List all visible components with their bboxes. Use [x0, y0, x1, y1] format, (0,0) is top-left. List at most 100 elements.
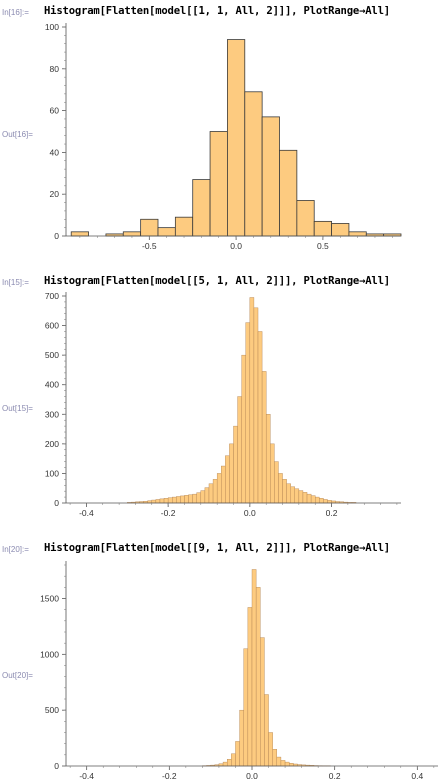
y-tick-label: 40 — [50, 147, 60, 157]
histogram-bar — [323, 499, 328, 504]
histogram-bar — [204, 487, 210, 504]
y-tick: 500 — [45, 705, 66, 715]
x-tick: 0.0 — [246, 766, 258, 781]
x-tick-label: 0.5 — [317, 241, 329, 251]
x-tick: -0.2 — [161, 503, 176, 518]
y-tick: 1000 — [40, 649, 66, 659]
input-code[interactable]: Histogram[Flatten[model[[1, 1, All, 2]]]… — [44, 5, 390, 17]
histogram-bar — [229, 443, 234, 504]
histogram-bar — [253, 307, 259, 504]
histogram-bar — [251, 569, 257, 767]
histogram-bar — [225, 455, 230, 504]
histogram-plot[interactable]: -0.5 0.0 0.5 0 20 40 60 80 100 — [0, 0, 441, 260]
histogram-bar — [278, 473, 283, 504]
histogram-bar — [155, 499, 161, 504]
histogram-bar — [163, 498, 169, 504]
histogram-bar — [239, 709, 244, 767]
histogram-bar — [255, 587, 261, 767]
y-tick: 500 — [45, 350, 66, 360]
input-code[interactable]: Histogram[Flatten[model[[9, 1, All, 2]]]… — [44, 542, 390, 554]
y-tick: 100 — [45, 468, 66, 478]
histogram-bar — [315, 496, 320, 504]
histogram-bar — [264, 694, 269, 767]
histogram-bar — [280, 760, 286, 767]
y-tick-label: 500 — [45, 350, 59, 360]
x-tick-label: -0.2 — [161, 508, 176, 518]
histogram-bar — [290, 486, 295, 504]
histogram-bar — [310, 495, 316, 504]
x-tick: 0.4 — [411, 766, 424, 781]
histogram-bar — [265, 414, 271, 504]
x-tick-label: 0.2 — [326, 508, 338, 518]
y-tick: 600 — [45, 321, 66, 331]
histogram-bar — [167, 497, 173, 504]
output-label: Out[16]= — [2, 130, 33, 139]
histogram-bar — [235, 741, 240, 767]
histogram-bar — [249, 297, 255, 504]
histogram-bar — [184, 495, 189, 504]
input-label: In[20]:= — [2, 545, 29, 554]
histogram-bar — [298, 490, 304, 504]
y-tick-label: 60 — [50, 106, 60, 116]
histogram-bar — [302, 492, 308, 504]
y-tick-label: 200 — [45, 439, 59, 449]
histogram-bar — [289, 763, 294, 767]
y-tick-label: 100 — [45, 468, 59, 478]
histogram-bar — [196, 492, 202, 504]
histogram-bar — [241, 354, 246, 504]
histogram-bar — [221, 465, 226, 504]
histogram-bar — [282, 479, 287, 504]
y-tick-label: 20 — [50, 189, 60, 199]
y-tick-label: 1500 — [40, 594, 59, 604]
histogram-bar — [237, 396, 242, 504]
output-label: Out[20]= — [2, 671, 33, 680]
histogram-bar — [151, 499, 157, 504]
histogram-bar — [216, 473, 222, 504]
histogram-bar — [188, 494, 193, 504]
histogram-bar — [180, 495, 185, 504]
x-tick: -0.4 — [79, 503, 94, 518]
y-tick: 700 — [45, 291, 66, 301]
x-tick-label: 0.0 — [244, 508, 256, 518]
y-tick-label: 100 — [45, 22, 59, 32]
histogram-bar — [286, 483, 291, 504]
x-tick-label: -0.4 — [79, 508, 94, 518]
y-tick-label: 600 — [45, 321, 59, 331]
y-tick-label: 500 — [45, 705, 59, 715]
histogram-bar — [247, 607, 253, 767]
histogram-bar — [222, 761, 228, 767]
output-label: Out[15]= — [2, 404, 33, 413]
histogram-bar — [200, 490, 206, 504]
histogram-bar — [243, 648, 249, 767]
y-tick-label: 0 — [54, 761, 59, 771]
x-tick-label: -0.4 — [79, 771, 94, 781]
x-tick: 0.2 — [326, 503, 338, 518]
histogram-bar — [231, 753, 236, 767]
y-tick: 200 — [45, 439, 66, 449]
histogram-bar — [284, 761, 290, 767]
x-tick: 0.2 — [329, 766, 341, 781]
x-tick-label: -0.2 — [162, 771, 177, 781]
x-tick-label: 0.2 — [329, 771, 341, 781]
y-tick-label: 80 — [50, 64, 60, 74]
y-tick-label: 300 — [45, 409, 59, 419]
y-tick-label: 0 — [54, 231, 59, 241]
input-code[interactable]: Histogram[Flatten[model[[5, 1, All, 2]]]… — [44, 275, 390, 287]
y-tick: 300 — [45, 409, 66, 419]
input-label: In[15]:= — [2, 278, 29, 287]
y-tick-label: 700 — [45, 291, 59, 301]
x-tick: 0.0 — [244, 503, 256, 518]
histogram-bar — [268, 732, 273, 767]
y-tick-label: 0 — [54, 498, 59, 508]
histogram-bar — [274, 461, 279, 504]
histogram-bar — [319, 498, 324, 504]
histogram-bar — [176, 496, 181, 504]
histogram-bar — [159, 498, 165, 504]
y-tick: 400 — [45, 380, 66, 390]
histogram-bar — [260, 637, 265, 767]
histogram-bar — [172, 496, 177, 504]
histogram-bar — [257, 331, 263, 504]
histogram-bar — [276, 756, 282, 767]
